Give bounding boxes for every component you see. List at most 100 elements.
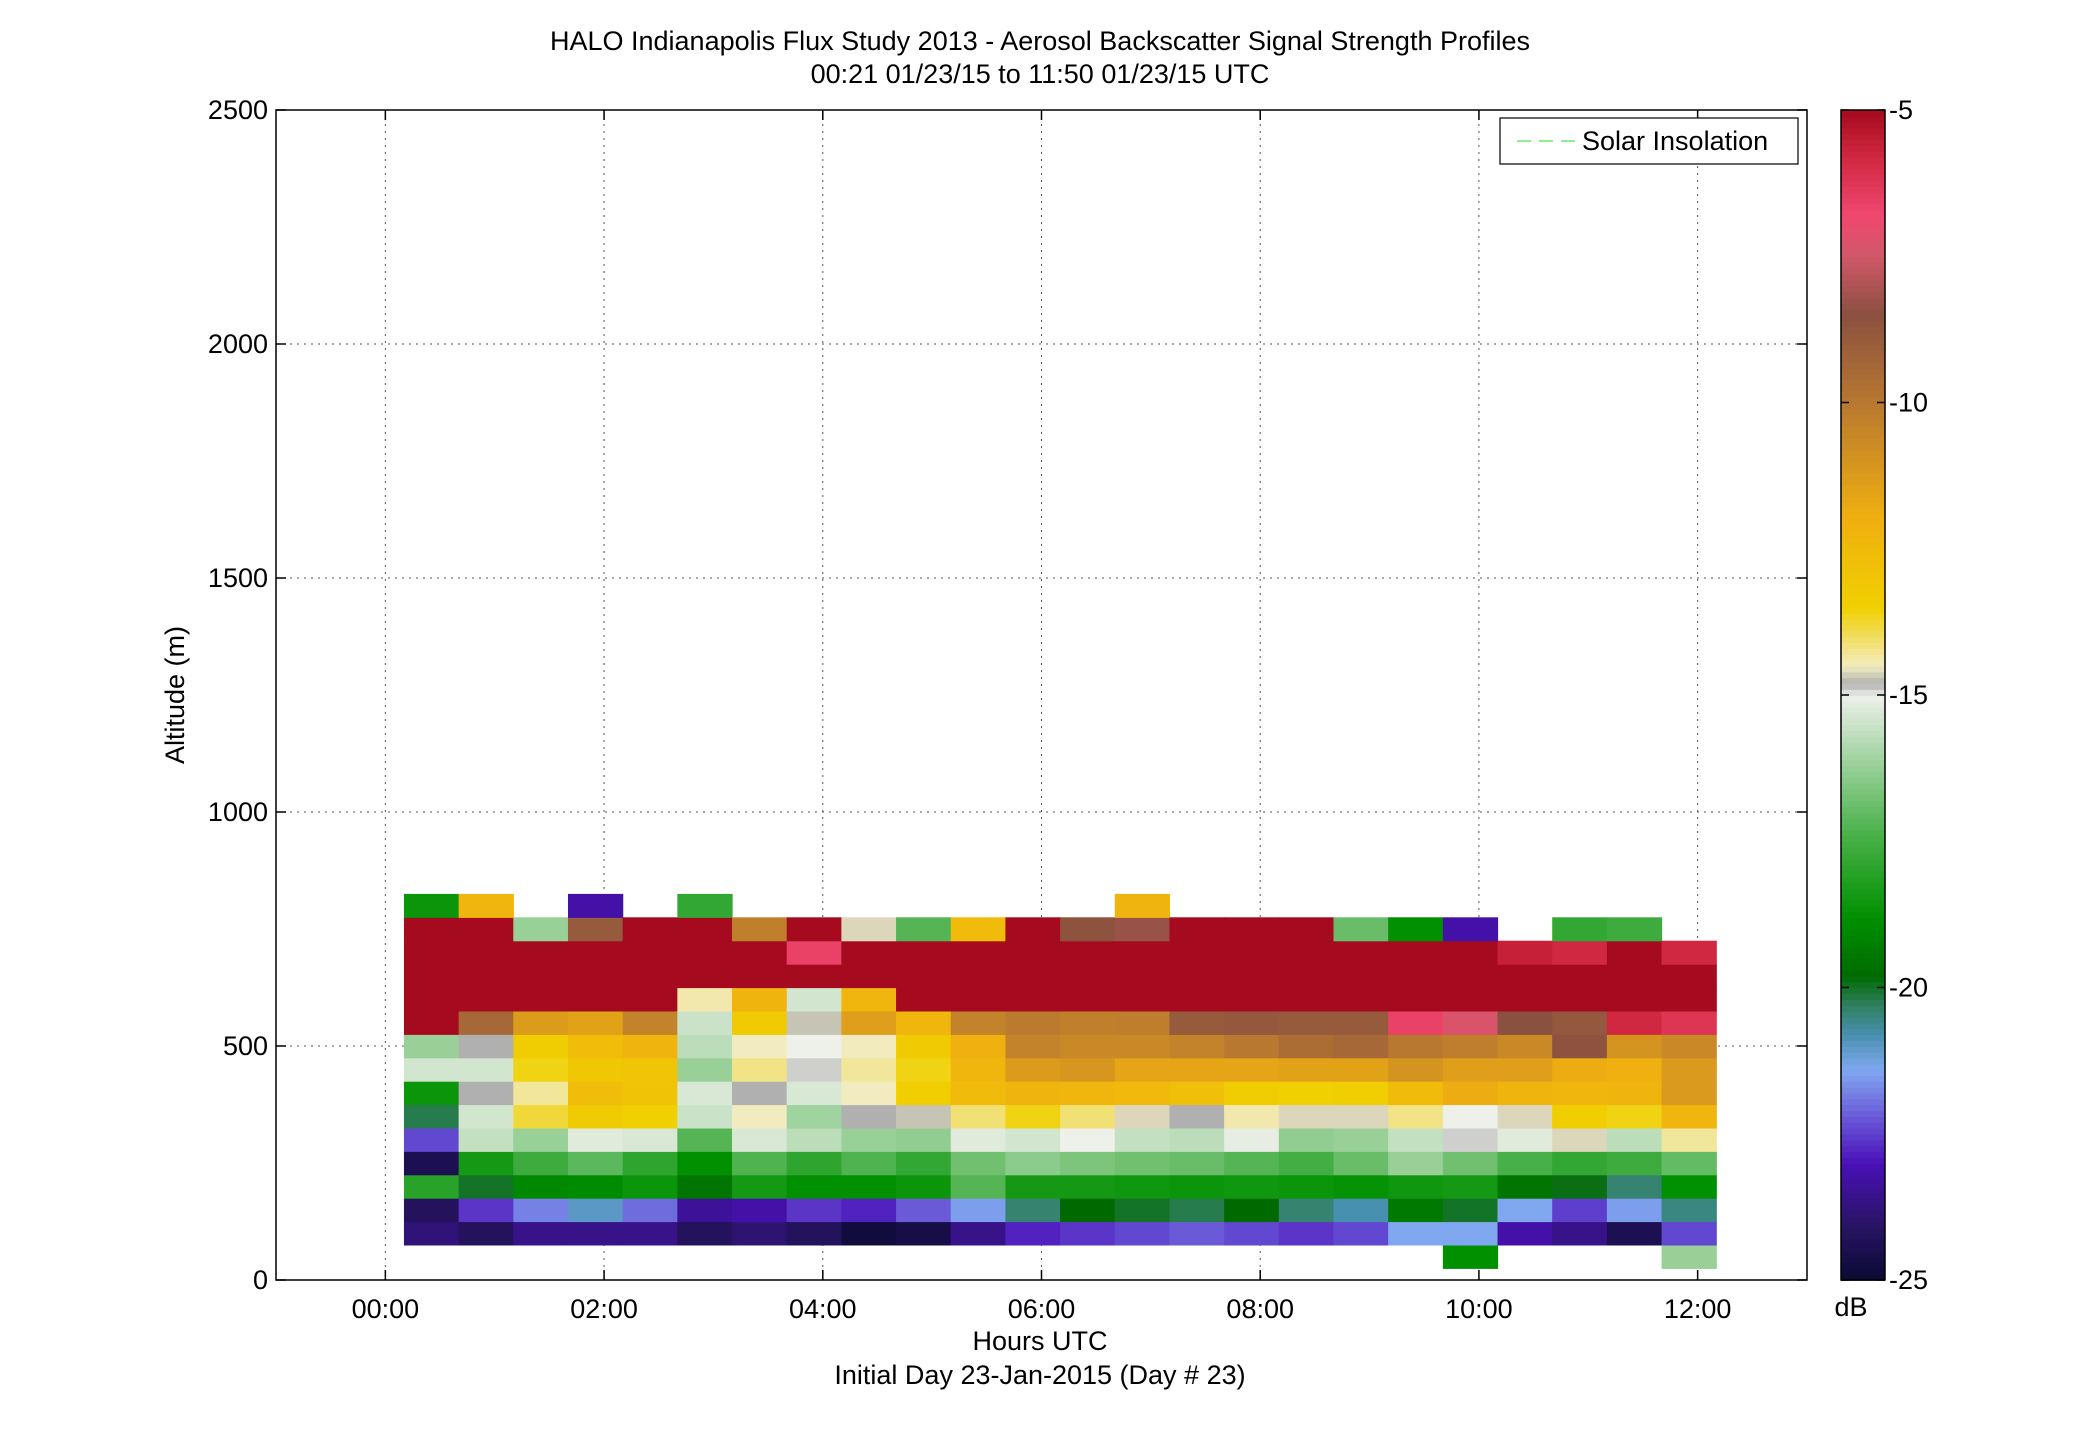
heatmap-cell	[1224, 1127, 1280, 1152]
colorbar-segment	[1841, 572, 1885, 579]
colorbar-segment	[1841, 402, 1885, 410]
heatmap-cell	[896, 940, 952, 965]
heatmap-cell	[1114, 940, 1171, 965]
colorbar-segment	[1841, 876, 1885, 883]
colorbar-segment	[1841, 969, 1885, 977]
colorbar-segment	[1841, 1157, 1885, 1164]
heatmap-cell	[841, 964, 897, 989]
heatmap-cell	[403, 893, 460, 918]
colorbar-segment	[1841, 215, 1885, 222]
heatmap-cell	[1661, 1010, 1717, 1035]
colorbar-segment	[1841, 1051, 1885, 1059]
heatmap-cell	[1278, 964, 1335, 989]
heatmap-cell	[1060, 1198, 1116, 1223]
heatmap-cell	[677, 987, 733, 1012]
colorbar-segment	[1841, 525, 1885, 532]
colorbar-segment	[1841, 291, 1885, 298]
heatmap-cell	[1169, 1221, 1225, 1246]
heatmap-cell	[567, 917, 624, 942]
heatmap-cell	[841, 917, 897, 942]
colorbar-segment	[1841, 601, 1885, 609]
heatmap-cell	[1442, 987, 1499, 1012]
heatmap-cell	[1442, 1081, 1499, 1106]
colorbar-segment	[1841, 531, 1885, 538]
colorbar-segment	[1841, 888, 1885, 895]
colorbar-tick-label: -25	[1889, 1265, 1928, 1295]
x-axis-label: Hours UTC	[972, 1326, 1107, 1356]
colorbar-segment	[1841, 203, 1885, 211]
heatmap-cell	[950, 1127, 1007, 1152]
heatmap-cell	[732, 987, 788, 1012]
x-tick-label: 02:00	[570, 1294, 638, 1324]
heatmap-cell	[622, 1198, 678, 1223]
colorbar-segment	[1841, 355, 1885, 363]
colorbar-segment	[1841, 975, 1885, 983]
colorbar-segment	[1841, 695, 1885, 702]
heatmap-cell	[950, 1151, 1007, 1176]
heatmap-cell	[732, 964, 788, 989]
heatmap-cell	[677, 1010, 733, 1035]
x-axis-sublabel: Initial Day 23-Jan-2015 (Day # 23)	[834, 1360, 1245, 1390]
colorbar-segment	[1841, 1057, 1885, 1065]
heatmap-cell	[1552, 940, 1608, 965]
heatmap-cell	[567, 964, 624, 989]
colorbar-segment	[1841, 273, 1885, 281]
colorbar-segment	[1841, 431, 1885, 439]
colorbar-segment	[1841, 689, 1885, 696]
heatmap-cell	[1169, 987, 1225, 1012]
colorbar-segment	[1841, 1145, 1885, 1153]
heatmap-cell	[458, 893, 514, 918]
colorbar-segment	[1841, 747, 1885, 755]
colorbar-segment	[1841, 1209, 1885, 1217]
heatmap-cell	[567, 1151, 624, 1176]
heatmap-cell	[1606, 964, 1663, 989]
colorbar-segment	[1841, 344, 1885, 351]
colorbar-segment	[1841, 1098, 1885, 1106]
colorbar-segment	[1841, 513, 1885, 521]
colorbar-segment	[1841, 1046, 1885, 1053]
x-tick-label: 12:00	[1664, 1294, 1732, 1324]
colorbar-segment	[1841, 852, 1885, 860]
colorbar-segment	[1841, 484, 1885, 492]
heatmap-cell	[1060, 1221, 1116, 1246]
colorbar-segment	[1841, 929, 1885, 936]
legend-label-solar-insolation: Solar Insolation	[1582, 126, 1768, 156]
heatmap-cell	[1552, 1174, 1608, 1199]
heatmap-cell	[567, 1104, 624, 1129]
colorbar-segment	[1841, 1180, 1885, 1188]
heatmap-cell	[622, 1081, 678, 1106]
colorbar-ticks: -5 -10 -15 -20 -25	[1841, 95, 1928, 1295]
colorbar-segment	[1841, 297, 1885, 304]
colorbar-segment	[1841, 940, 1885, 948]
heatmap-cell	[513, 1174, 569, 1199]
heatmap-cell	[732, 1151, 788, 1176]
heatmap-cell	[896, 1057, 952, 1082]
heatmap-cell	[1005, 1081, 1061, 1106]
heatmap-cell	[950, 1104, 1007, 1129]
heatmap-cell	[1497, 987, 1553, 1012]
heatmap-cell	[403, 964, 460, 989]
colorbar-segment	[1841, 308, 1885, 316]
heatmap-cell	[677, 1151, 733, 1176]
heatmap-cell	[1388, 1221, 1444, 1246]
colorbar-segment	[1841, 905, 1885, 913]
heatmap-cell	[1333, 1034, 1389, 1059]
heatmap-cell	[732, 940, 788, 965]
heatmap-cell	[567, 893, 624, 918]
heatmap-cell	[567, 1010, 624, 1035]
heatmap-cell	[786, 1010, 842, 1035]
heatmap-cell	[1497, 1057, 1553, 1082]
colorbar-segment	[1841, 835, 1885, 843]
heatmap-cell	[1442, 1034, 1499, 1059]
y-tick-label: 500	[223, 1031, 268, 1061]
heatmap-cell	[1333, 1151, 1389, 1176]
heatmap-cell	[1552, 964, 1608, 989]
heatmap-cell	[786, 940, 842, 965]
heatmap-cell	[732, 1104, 788, 1129]
heatmap-cell	[513, 1104, 569, 1129]
heatmap-cell	[622, 1034, 678, 1059]
heatmap-cell	[1060, 1081, 1116, 1106]
colorbar-segment	[1841, 279, 1885, 287]
colorbar-segment	[1841, 221, 1885, 228]
